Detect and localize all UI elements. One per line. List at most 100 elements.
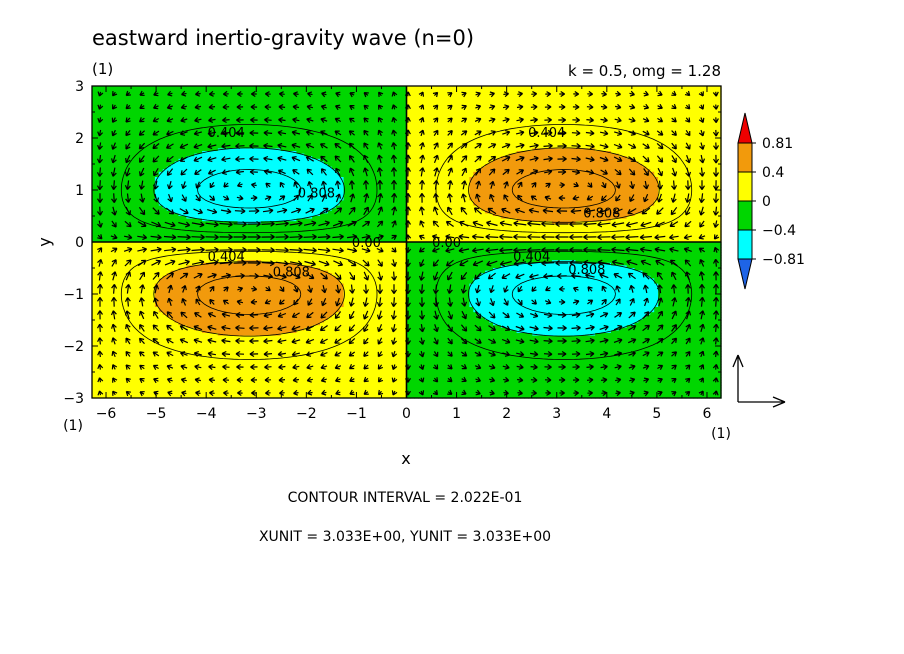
field-cell xyxy=(630,148,636,152)
field-cell xyxy=(614,130,620,134)
field-cell xyxy=(331,140,337,144)
field-cell xyxy=(595,140,600,144)
field-cell xyxy=(312,91,317,95)
field-cell xyxy=(591,106,596,110)
field-cell xyxy=(347,112,353,116)
field-cell xyxy=(473,122,478,126)
field-cell xyxy=(253,106,258,110)
field-cell xyxy=(225,127,231,131)
field-cell xyxy=(622,88,628,92)
field-cell xyxy=(559,96,565,100)
field-cell xyxy=(257,125,262,129)
field-cell xyxy=(249,112,254,116)
field-cell xyxy=(92,93,97,97)
field-cell xyxy=(347,96,353,100)
field-cell xyxy=(150,104,156,108)
field-cell xyxy=(685,104,691,108)
field-cell xyxy=(583,125,588,129)
field-cell xyxy=(351,114,356,118)
field-cell xyxy=(162,101,168,105)
field-cell xyxy=(241,101,246,105)
field-cell xyxy=(571,138,577,142)
field-cell xyxy=(555,122,561,126)
field-cell xyxy=(162,125,168,129)
field-cell xyxy=(119,127,125,131)
field-cell xyxy=(414,130,419,134)
field-cell xyxy=(99,91,105,95)
field-cell xyxy=(343,148,349,152)
field-cell xyxy=(461,99,467,103)
field-cell xyxy=(249,93,254,97)
field-cell xyxy=(610,106,616,110)
field-cell xyxy=(441,99,447,103)
field-cell xyxy=(390,112,396,116)
field-cell xyxy=(551,145,557,149)
field-cell xyxy=(95,99,101,103)
field-cell xyxy=(347,91,353,95)
field-cell xyxy=(504,99,510,103)
field-cell xyxy=(528,101,533,105)
field-cell xyxy=(237,135,242,139)
field-cell xyxy=(610,96,616,100)
field-cell xyxy=(150,106,156,110)
field-cell xyxy=(233,96,239,100)
field-cell xyxy=(162,93,168,97)
field-cell xyxy=(99,122,105,126)
field-cell xyxy=(284,114,290,118)
field-cell xyxy=(233,99,239,103)
field-cell xyxy=(107,106,113,110)
field-cell xyxy=(296,96,301,100)
field-cell xyxy=(154,109,160,113)
field-cell xyxy=(272,91,278,95)
field-cell xyxy=(591,138,596,142)
field-cell xyxy=(166,127,172,131)
field-cell xyxy=(335,106,341,110)
field-cell xyxy=(437,104,443,108)
field-cell xyxy=(599,145,604,149)
field-cell xyxy=(603,148,608,152)
field-cell xyxy=(410,148,415,152)
field-cell xyxy=(626,114,632,118)
field-cell xyxy=(150,135,156,139)
field-cell xyxy=(162,132,168,136)
field-cell xyxy=(473,104,478,108)
field-cell xyxy=(182,114,187,118)
field-cell xyxy=(713,99,718,103)
field-cell xyxy=(567,91,573,95)
field-cell xyxy=(95,127,101,131)
field-cell xyxy=(654,122,659,126)
field-cell xyxy=(575,138,581,142)
field-cell xyxy=(418,101,423,105)
field-cell xyxy=(599,96,604,100)
field-cell xyxy=(229,86,235,90)
field-cell xyxy=(367,138,372,142)
field-cell xyxy=(241,104,246,108)
field-cell xyxy=(595,145,600,149)
field-cell xyxy=(492,93,498,97)
field-cell xyxy=(614,135,620,139)
field-cell xyxy=(579,93,584,97)
field-cell xyxy=(701,135,706,139)
field-cell xyxy=(339,99,345,103)
field-cell xyxy=(559,86,565,90)
field-cell xyxy=(677,125,683,129)
field-cell xyxy=(665,96,671,100)
field-cell xyxy=(245,138,250,142)
field-cell xyxy=(473,86,478,90)
field-cell xyxy=(174,125,180,129)
field-cell xyxy=(323,99,329,103)
field-cell xyxy=(540,86,545,90)
field-cell xyxy=(559,145,565,149)
field-cell xyxy=(512,135,518,139)
field-cell xyxy=(610,135,616,139)
field-cell xyxy=(579,101,584,105)
field-cell xyxy=(111,135,117,139)
field-cell xyxy=(221,114,227,118)
field-cell xyxy=(599,114,604,118)
field-cell xyxy=(441,119,447,123)
field-cell xyxy=(394,112,400,116)
field-cell xyxy=(194,138,199,142)
field-cell xyxy=(540,114,545,118)
field-cell xyxy=(422,140,427,144)
field-cell xyxy=(162,140,168,144)
